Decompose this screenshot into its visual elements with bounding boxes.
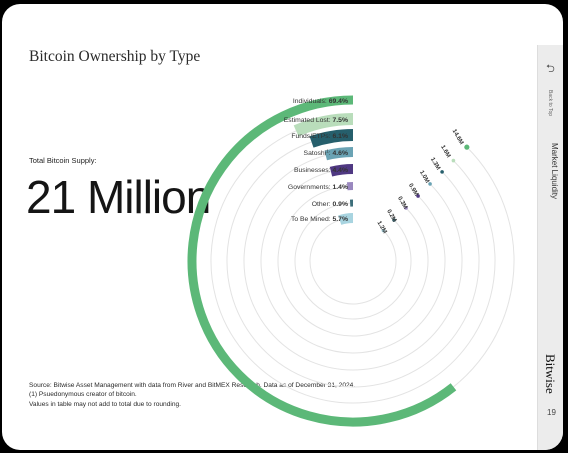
- scale-marker: [428, 182, 432, 186]
- category-label: Individuals: 69.4%: [293, 98, 348, 105]
- scale-marker: [451, 158, 456, 163]
- back-arrow-icon[interactable]: ⮌: [546, 63, 555, 75]
- rounding-note: Values in table may not add to total due…: [29, 400, 182, 408]
- guide-ring: [309, 217, 397, 305]
- supply-value: 21 Million: [26, 171, 211, 223]
- ownership-bar: [324, 147, 354, 161]
- scale-label: 0.3M: [396, 196, 408, 211]
- scale-marker: [404, 206, 408, 210]
- page-title: Bitcoin Ownership by Type: [29, 48, 201, 65]
- scale-marker: [440, 170, 444, 174]
- ownership-bar: [338, 213, 354, 225]
- scale-marker: [392, 218, 396, 222]
- supply-label: Total Bitcoin Supply:: [29, 156, 97, 165]
- guide-ring: [294, 202, 412, 320]
- category-label: To Be Mined: 5.7%: [291, 216, 348, 223]
- scale-label: 0.9M: [407, 183, 419, 198]
- ownership-bar: [187, 95, 457, 427]
- scale-label: 1.0M: [418, 170, 430, 185]
- scale-label: 1.2M: [376, 220, 388, 235]
- scale-label: 1.3M: [429, 157, 441, 172]
- guide-ring: [226, 134, 480, 388]
- scale-marker: [416, 194, 420, 198]
- scale-marker: [381, 228, 386, 233]
- scale-label: 0.2M: [385, 209, 397, 224]
- category-label: Businesses: 4.4%: [294, 167, 348, 174]
- category-label: Estimated Lost: 7.5%: [284, 117, 348, 124]
- category-label: Governments: 1.4%: [288, 184, 348, 191]
- scale-marker: [464, 144, 470, 150]
- footnotes: Source: Bitwise Asset Management with da…: [29, 381, 369, 409]
- report-page: Bitcoin Ownership by Type Total Bitcoin …: [2, 4, 563, 450]
- scale-label: 1.6M: [439, 144, 451, 159]
- satoshi-footnote: (1) Psuedonymous creator of bitcoin.: [29, 391, 137, 399]
- category-label: Satoshi1: 4.6%: [304, 149, 348, 158]
- category-label: Funds/ETPs: 6.1%: [291, 133, 348, 140]
- guide-ring: [277, 185, 429, 337]
- source-note: Source: Bitwise Asset Management with da…: [29, 382, 356, 389]
- category-label: Other: 0.9%: [312, 201, 348, 208]
- sidebar-nav: ⮌ Back to Top Market Liquidity Bitwise 1…: [537, 45, 563, 450]
- page-number: 19: [547, 408, 556, 417]
- guide-ring: [243, 151, 463, 371]
- ownership-bar: [329, 164, 354, 177]
- guide-ring: [210, 118, 496, 404]
- guide-ring: [260, 168, 446, 354]
- ownership-bar: [309, 129, 354, 148]
- scale-label: 14.6M: [451, 128, 465, 145]
- ownership-bar: [293, 113, 354, 137]
